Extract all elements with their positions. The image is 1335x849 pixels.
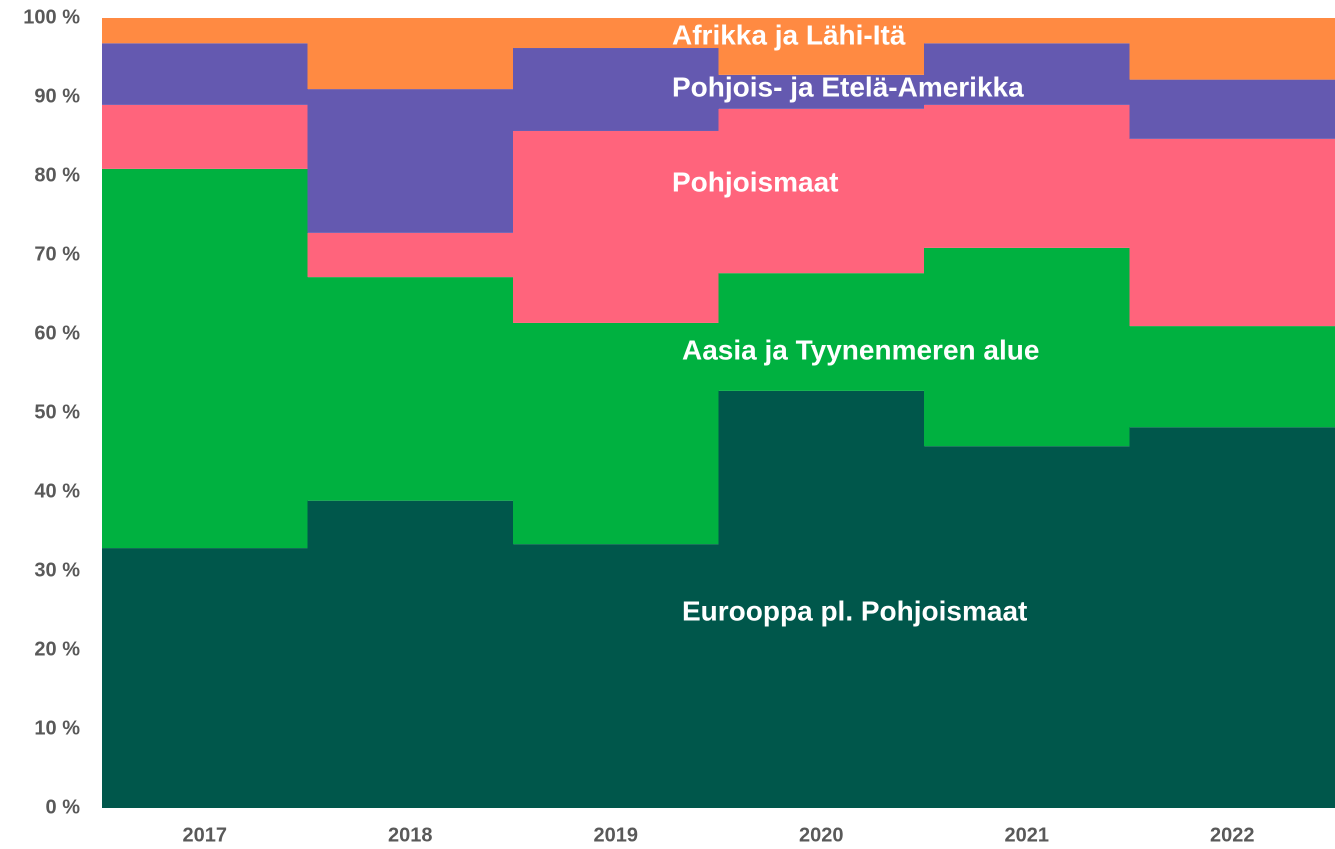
series-label: Pohjois- ja Etelä-Amerikka (672, 71, 1024, 102)
y-tick-label: 30 % (34, 559, 80, 581)
bar-segment (102, 104, 308, 169)
bar-segment (102, 43, 308, 105)
bar-segment (513, 48, 719, 131)
bar-segment (513, 544, 719, 808)
bar-segment (718, 273, 925, 391)
bar-segment (924, 43, 1130, 105)
bar-segment (513, 322, 719, 545)
x-tick-label: 2022 (1210, 824, 1255, 846)
x-tick-label: 2017 (183, 824, 228, 846)
bar-segment (924, 18, 1130, 44)
y-tick-label: 60 % (34, 322, 80, 344)
bar-segment (718, 74, 925, 109)
bar-segment (924, 247, 1130, 447)
y-tick-label: 80 % (34, 164, 80, 186)
series-label: Pohjoismaat (672, 166, 838, 197)
bar-segment (718, 108, 925, 274)
bar-segment (307, 232, 514, 278)
bar-segment (102, 168, 308, 549)
bar-segment (1129, 18, 1335, 80)
series-label: Afrikka ja Lähi-Itä (672, 19, 906, 50)
x-tick-label: 2019 (594, 824, 639, 846)
y-tick-label: 10 % (34, 717, 80, 739)
bar-segment (102, 18, 308, 44)
x-tick-label: 2021 (1005, 824, 1050, 846)
y-tick-label: 90 % (34, 85, 80, 107)
y-tick-label: 50 % (34, 401, 80, 423)
bar-segment (307, 89, 514, 233)
y-tick-label: 70 % (34, 243, 80, 265)
x-tick-label: 2020 (799, 824, 844, 846)
y-tick-label: 100 % (23, 6, 80, 28)
bar-segment (1129, 326, 1335, 428)
bar-segment (924, 446, 1130, 808)
bar-segment (1129, 138, 1335, 327)
bar-segment (718, 18, 925, 75)
bar-segment (307, 277, 514, 501)
bar-segment (924, 104, 1130, 248)
x-tick-label: 2018 (388, 824, 433, 846)
bar-segment (513, 130, 719, 323)
bar-segment (513, 18, 719, 49)
y-tick-label: 20 % (34, 638, 80, 660)
series-label: Aasia ja Tyynenmeren alue (682, 334, 1039, 365)
bar-segment (307, 18, 514, 90)
bar-segment (307, 500, 514, 808)
y-tick-label: 0 % (46, 796, 81, 818)
bar-segment (1129, 79, 1335, 139)
y-tick-label: 40 % (34, 480, 80, 502)
bar-segment (102, 548, 308, 808)
series-label: Eurooppa pl. Pohjoismaat (682, 595, 1027, 626)
bar-segment (1129, 427, 1335, 808)
bar-segment (718, 390, 925, 808)
